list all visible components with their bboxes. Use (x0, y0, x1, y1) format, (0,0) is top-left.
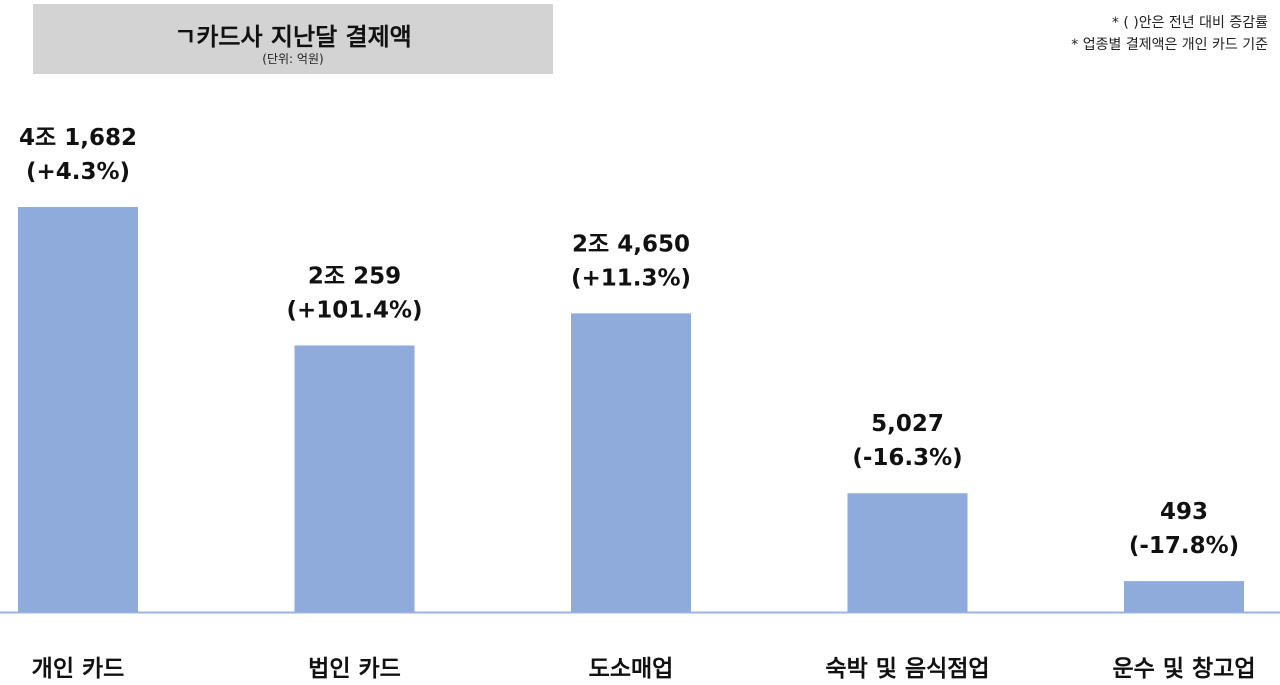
chart-title-box: ㄱ카드사 지난달 결제액 (단위: 억원) (33, 4, 553, 74)
category-label: 개인 카드 (32, 656, 125, 682)
bar-value-label: 4조 1,682 (19, 125, 137, 151)
bar-value-label: 5,027 (871, 411, 944, 437)
note-basis: * 업종별 결제액은 개인 카드 기준 (1071, 37, 1268, 53)
bar (847, 493, 968, 612)
bar-change-label: (+4.3%) (26, 159, 130, 185)
bar (1124, 581, 1244, 612)
bar (18, 207, 138, 612)
category-label: 법인 카드 (308, 656, 401, 682)
bar-change-label: (+101.4%) (286, 297, 422, 323)
bar-value-label: 2조 259 (308, 263, 401, 289)
bar-change-label: (-16.3%) (852, 445, 962, 471)
bar-value-label: 493 (1160, 499, 1208, 525)
bar (294, 345, 415, 612)
category-label: 운수 및 창고업 (1113, 656, 1256, 682)
note-change-rate: * ( )안은 전년 대비 증감률 (1111, 15, 1268, 31)
unit-label: (단위: 억원) (262, 52, 324, 66)
footnotes: * ( )안은 전년 대비 증감률 * 업종별 결제액은 개인 카드 기준 (1071, 12, 1268, 56)
bar-value-label: 2조 4,650 (572, 231, 690, 257)
bar-change-label: (+11.3%) (571, 265, 691, 291)
category-label: 숙박 및 음식점업 (825, 656, 989, 682)
bar (571, 313, 691, 612)
chart-title: ㄱ카드사 지난달 결제액 (174, 23, 412, 51)
category-label: 도소매업 (589, 656, 674, 682)
bar-change-label: (-17.8%) (1129, 533, 1239, 559)
